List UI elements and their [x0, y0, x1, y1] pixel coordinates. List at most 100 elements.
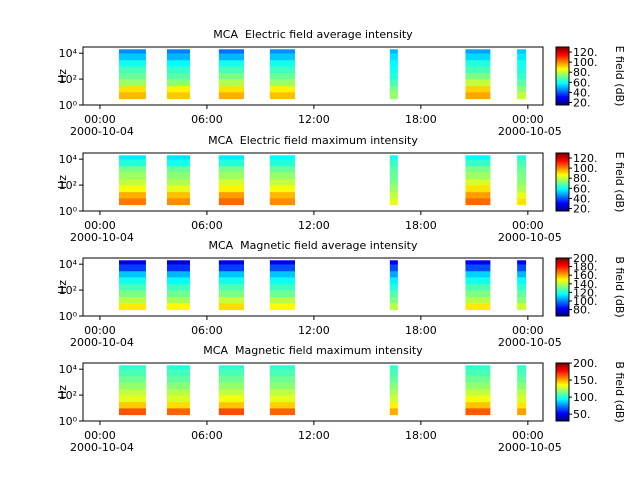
- colorbar-step: [556, 306, 569, 308]
- colorbar-step: [556, 159, 569, 161]
- colorbar-step: [556, 416, 569, 418]
- colorbar-step: [556, 266, 569, 268]
- spectrogram-cell: [269, 375, 295, 383]
- colorbar-tick-label: 100.: [573, 295, 598, 308]
- spectrogram-cell: [166, 53, 190, 61]
- colorbar-step: [556, 164, 569, 166]
- spectrogram-cell: [465, 92, 491, 100]
- spectrogram-cell: [389, 388, 398, 396]
- colorbar-step: [556, 288, 569, 290]
- spectrogram-cell: [517, 53, 527, 61]
- spectrogram-cell: [465, 388, 491, 396]
- colorbar-step: [556, 414, 569, 416]
- colorbar-step: [556, 280, 569, 282]
- spectrogram-cell: [269, 369, 295, 377]
- spectrogram-cell: [465, 155, 491, 160]
- spectrogram-cell: [465, 53, 491, 61]
- x-tick-label: 18:00: [405, 113, 437, 126]
- spectrogram-cell: [389, 395, 398, 403]
- colorbar-tick-label: 200.: [573, 252, 598, 265]
- date-label: 2000-10-05: [498, 336, 562, 349]
- colorbar-step: [556, 171, 569, 173]
- y-tick-label: 10⁴: [59, 47, 78, 60]
- colorbar-step: [556, 397, 569, 399]
- y-tick-label: 10²: [59, 284, 77, 297]
- spectrogram-cell: [218, 198, 244, 206]
- colorbar-step: [556, 287, 569, 289]
- spectrogram-cell: [218, 72, 244, 80]
- spectrogram-cell: [517, 49, 527, 54]
- spectrogram-cell: [517, 369, 527, 377]
- colorbar-step: [556, 81, 569, 83]
- spectrogram-cell: [218, 185, 244, 193]
- spectrogram-cell: [119, 49, 146, 54]
- colorbar-step: [556, 58, 569, 60]
- y-tick-label: 10²: [59, 389, 77, 402]
- colorbar-step: [556, 160, 569, 162]
- spectrogram-cell: [517, 155, 527, 160]
- colorbar-step: [556, 375, 569, 377]
- spectrogram-cell: [389, 49, 398, 54]
- y-tick-label: 10⁰: [59, 205, 78, 218]
- colorbar-step: [556, 369, 569, 371]
- spectrogram-cell: [465, 303, 491, 311]
- colorbar-step: [556, 177, 569, 179]
- colorbar-step: [556, 274, 569, 276]
- spectrogram-cell: [166, 72, 190, 80]
- spectrogram-cell: [166, 92, 190, 100]
- x-tick-label: 12:00: [298, 219, 330, 232]
- spectrogram-cell: [389, 283, 398, 291]
- spectrogram-cell: [389, 303, 398, 311]
- spectrogram-cell: [218, 85, 244, 93]
- colorbar-step: [556, 276, 569, 278]
- date-label: 2000-10-04: [70, 231, 134, 244]
- colorbar-step: [556, 386, 569, 388]
- plot-frame: [82, 362, 544, 422]
- colorbar-step: [556, 89, 569, 91]
- y-axis-label: Hz: [56, 280, 69, 294]
- colorbar-step: [556, 57, 569, 59]
- date-label: 2000-10-05: [498, 441, 562, 454]
- spectrogram-cell: [166, 159, 190, 167]
- spectrogram-cell: [465, 408, 491, 416]
- spectrogram-cell: [465, 296, 491, 304]
- spectrogram-cell: [269, 277, 295, 285]
- colorbar-step: [556, 271, 569, 273]
- colorbar-tick-label: 100.: [573, 56, 598, 69]
- colorbar-step: [556, 208, 569, 210]
- colorbar-step: [556, 155, 569, 157]
- colorbar-step: [556, 197, 569, 199]
- colorbar-tick-label: 20.: [573, 202, 591, 215]
- x-tick-label: 06:00: [191, 113, 223, 126]
- spectrogram-cell: [389, 375, 398, 383]
- colorbar-tick-label: 60.: [573, 76, 591, 89]
- spectrogram-cell: [218, 172, 244, 180]
- spectrogram-cell: [389, 185, 398, 193]
- spectrogram-cell: [218, 375, 244, 383]
- spectrogram-cell: [166, 303, 190, 311]
- colorbar-step: [556, 281, 569, 283]
- spectrogram-cell: [119, 388, 146, 396]
- colorbar-step: [556, 98, 569, 100]
- colorbar-step: [556, 206, 569, 208]
- spectrogram-cell: [517, 79, 527, 87]
- plot-frame: [82, 46, 544, 106]
- colorbar-step: [556, 303, 569, 305]
- spectrogram-cell: [269, 408, 295, 416]
- spectrogram-cell: [465, 260, 491, 265]
- panel-title: MCA Electric field average intensity: [213, 28, 413, 41]
- colorbar-step: [556, 59, 569, 61]
- colorbar-step: [556, 382, 569, 384]
- colorbar-label: E field (dB): [613, 152, 626, 213]
- spectrogram-cell: [389, 155, 398, 160]
- colorbar-step: [556, 65, 569, 67]
- colorbar-step: [556, 161, 569, 163]
- colorbar-step: [556, 95, 569, 97]
- spectrogram-cell: [218, 59, 244, 67]
- colorbar-tick-label: 40.: [573, 192, 591, 205]
- spectrogram-cell: [218, 155, 244, 160]
- colorbar-step: [556, 394, 569, 396]
- spectrogram-cell: [119, 303, 146, 311]
- spectrogram-cell: [269, 59, 295, 67]
- spectrogram-cell: [389, 92, 398, 100]
